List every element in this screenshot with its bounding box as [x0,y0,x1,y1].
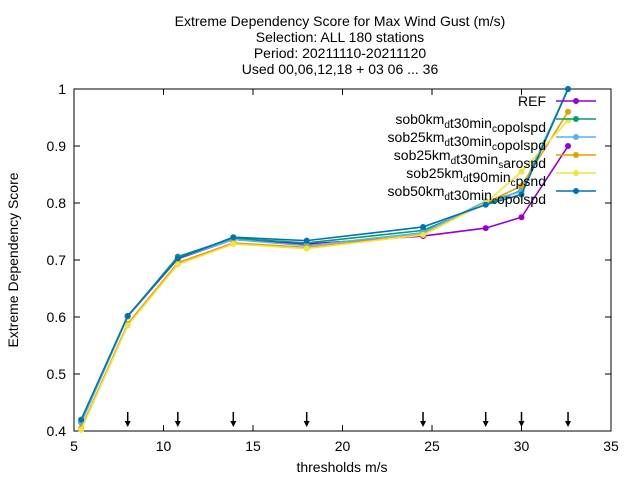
y-tick-label: 0.9 [47,138,67,154]
threshold-marker-arrow [303,421,310,427]
threshold-marker-arrow [230,421,237,427]
legend: REF sob0kmdt30mincopolspdsob25kmdt30minco… [388,93,596,207]
series-group [78,86,572,433]
axis-ticks: 5 10 15 20 25 30 35 0.4 0.5 0.6 0.7 0.8 0.9 1 [47,81,619,454]
legend-entry-label: sob25kmdt90mincpsnd [406,165,546,189]
legend-entry-marker [573,170,579,176]
y-tick-label: 0.7 [47,252,67,268]
x-tick-label: 35 [603,438,619,454]
chart-title: Extreme Dependency Score for Max Wind Gu… [175,13,506,77]
threshold-marker-arrow [174,421,181,427]
data-point [124,322,131,329]
x-tick-label: 10 [156,438,172,454]
threshold-marker-arrow [420,421,427,427]
legend-entry-label: sob50kmdt30mincopolspd [388,183,546,207]
threshold-markers [124,412,572,427]
data-point [565,143,572,149]
legend-entry-label: REF [518,93,546,109]
legend-entry-marker [573,116,579,122]
threshold-marker-arrow [565,421,572,427]
y-tick-label: 0.8 [47,195,67,211]
data-point [565,108,572,115]
data-point [482,201,489,208]
y-tick-label: 0.4 [47,423,67,439]
data-point [482,225,489,232]
x-tick-label: 30 [514,438,530,454]
data-point [174,261,181,268]
x-tick-label: 25 [424,438,440,454]
legend-entry-label: sob0kmdt30mincopolspd [395,111,546,135]
series-line [80,88,569,423]
title-line-1: Extreme Dependency Score for Max Wind Gu… [175,13,506,29]
series-line [80,88,569,420]
data-point [420,223,427,230]
data-point [518,182,525,189]
legend-entry-label: sob25kmdt30mincopolspd [388,129,546,153]
legend-entry-marker [573,98,579,104]
data-point [518,214,525,221]
data-point [303,237,310,244]
y-tick-label: 0.5 [47,366,67,382]
data-point [78,426,85,433]
x-tick-label: 15 [245,438,261,454]
y-tick-label: 0.6 [47,309,67,325]
data-point [518,168,525,175]
y-axis-label: Extreme Dependency Score [5,172,21,347]
data-point [230,234,237,241]
x-tick-label: 5 [70,438,78,454]
legend-entry-marker [573,134,579,140]
title-line-3: Period: 20211110-20211120 [254,45,427,61]
title-line-2: Selection: ALL 180 stations [256,29,424,45]
threshold-marker-arrow [124,421,131,427]
data-point [565,86,572,92]
title-line-4: Used 00,06,12,18 + 03 06 ... 36 [242,61,439,77]
data-point [420,231,427,238]
data-point [174,255,181,262]
data-point [230,241,237,248]
data-point [518,191,525,198]
series-line [80,88,569,423]
legend-entry-marker [573,188,579,194]
y-tick-label: 1 [58,81,66,97]
data-point [78,416,85,423]
data-point [124,312,131,319]
x-axis-label: thresholds m/s [296,459,387,475]
data-point [303,245,310,252]
legend-entry-label: sob25kmdt30minsarospd [394,147,546,171]
legend-entry-marker [573,152,579,158]
x-tick-label: 20 [335,438,351,454]
threshold-marker-arrow [518,421,525,427]
threshold-marker-arrow [482,421,489,427]
